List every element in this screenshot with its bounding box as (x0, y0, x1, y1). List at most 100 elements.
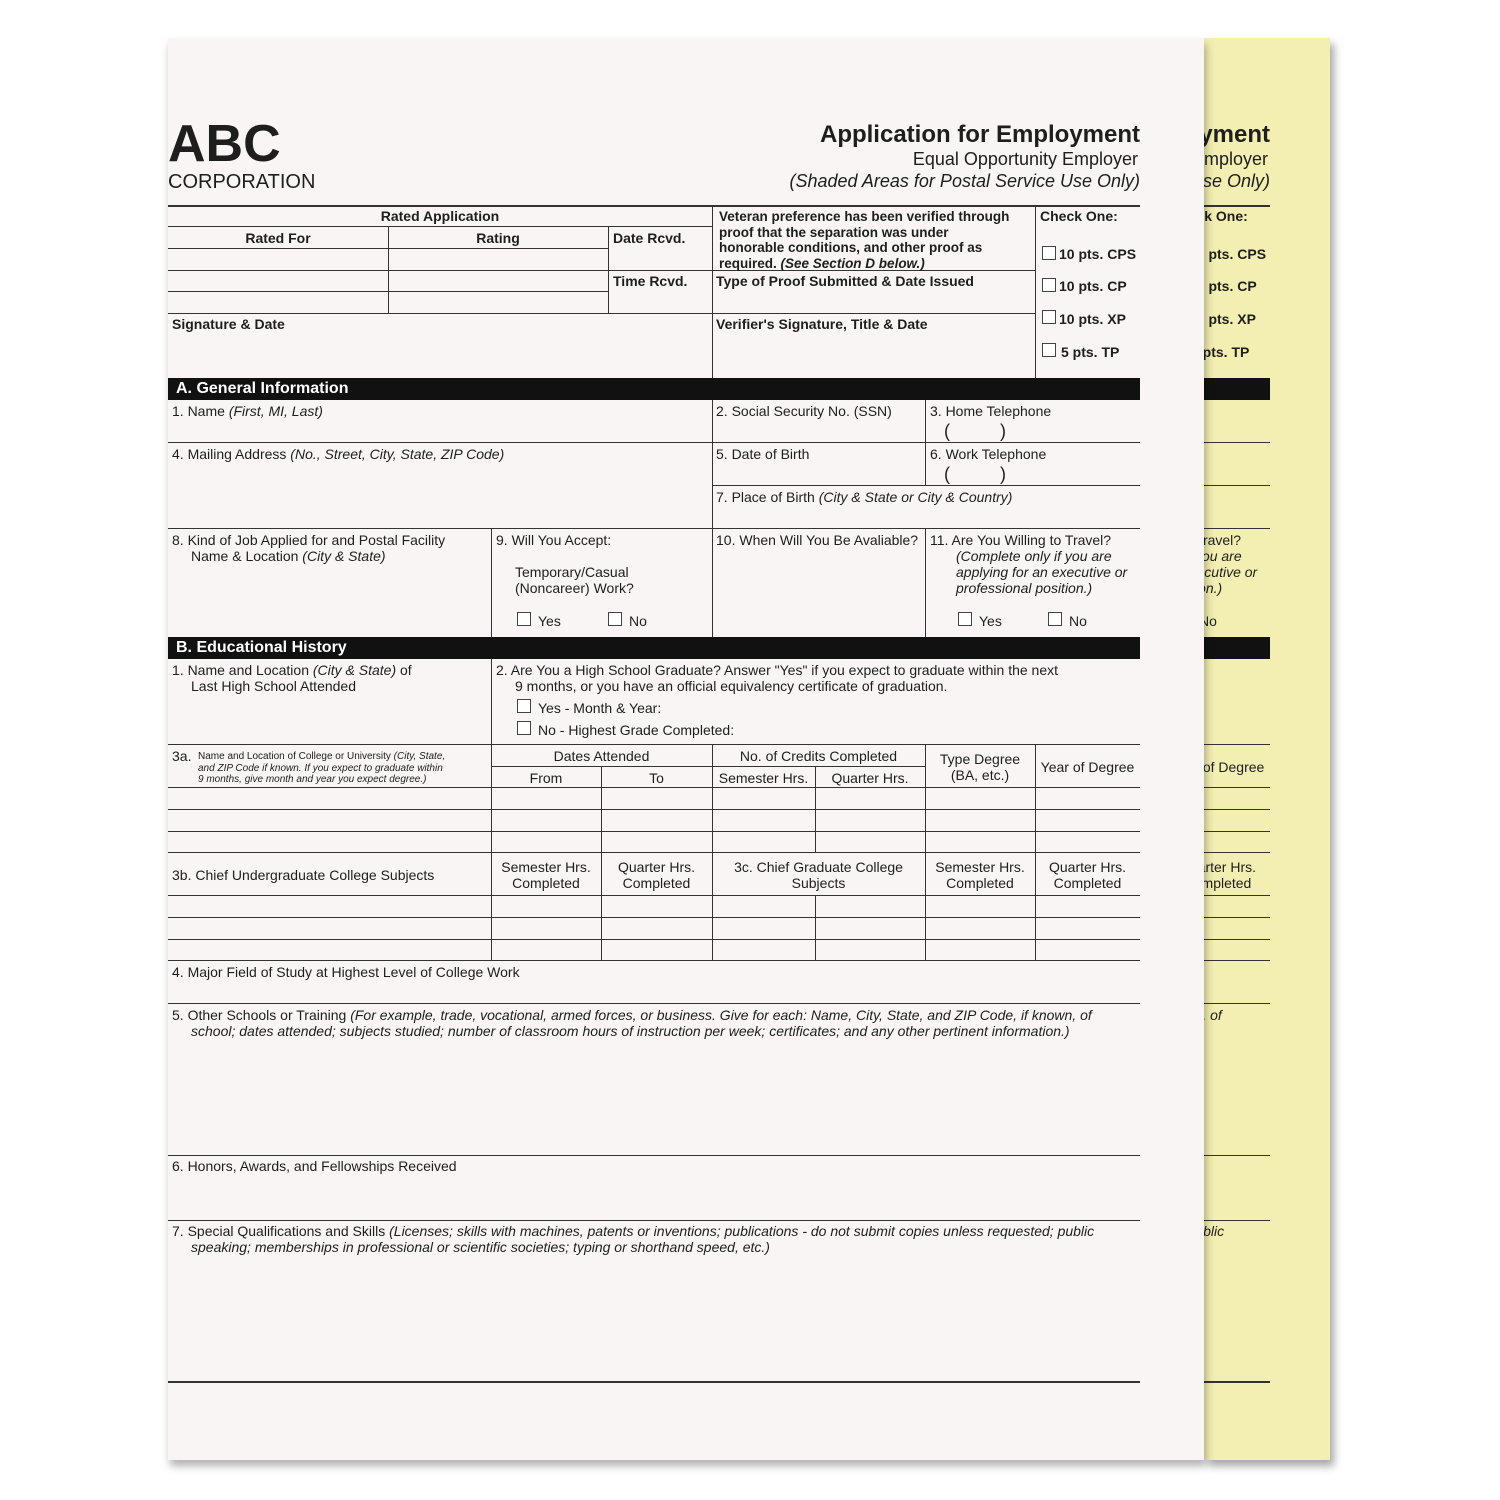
rule-line (168, 852, 1140, 853)
accept-no-checkbox[interactable] (608, 612, 622, 626)
rule-line (601, 787, 602, 960)
rule-line (1204, 1003, 1270, 1004)
rule-line (712, 744, 713, 960)
job-applied-label: 8. Kind of Job Applied for and Postal Fa… (172, 532, 446, 564)
work-telephone-label: 6. Work Telephone (930, 446, 1047, 462)
carbon-copy-form: ABC CORPORATION Application for Employme… (1204, 38, 1330, 1460)
semester-hrs-header: Semester Hrs. (718, 770, 809, 786)
no-label: No (1069, 613, 1087, 629)
honors-label: 6. Honors, Awards, and Fellowships Recei… (172, 1158, 457, 1174)
no-label: No (1204, 613, 1217, 629)
white-form-sheet: ABC CORPORATION Application for Employme… (168, 38, 1204, 1460)
proof-type-label: Type of Proof Submitted & Date Issued (716, 273, 974, 289)
rule-line (608, 226, 609, 313)
rule-line (1204, 895, 1270, 896)
hs-no-checkbox[interactable] (517, 721, 531, 735)
name-label: 1. Name (First, MI, Last) (172, 403, 323, 419)
type-degree-header: Type Degree (BA, etc.) (939, 751, 1021, 783)
hs-yes-label: Yes - Month & Year: (538, 700, 662, 716)
major-field-label: 4. Major Field of Study at Highest Level… (172, 964, 520, 980)
year-degree-header: Year of Degree (1040, 759, 1135, 775)
rule-line (1204, 528, 1270, 529)
section-a-header: A. General Information (1204, 378, 1270, 400)
other-schools-label: 5. Other Schools or Training (For exampl… (172, 1007, 1092, 1039)
quarter-hrs-header: Quarter Hrs. (831, 770, 909, 786)
rule-line (168, 313, 1035, 314)
rule-line (1204, 831, 1270, 832)
area-code-parens: ( ) (944, 464, 1006, 484)
section-b-title: B. Educational History (176, 639, 347, 656)
rating-label: Rating (476, 230, 520, 246)
rule-line (168, 960, 1140, 961)
rule-line (712, 400, 713, 637)
credits-header: No. of Credits Completed (739, 748, 898, 764)
travel-label: 11. Are You Willing to Travel? (1204, 532, 1242, 548)
rule-line (168, 787, 1140, 788)
checkbox-10-cp[interactable] (1042, 278, 1056, 292)
form-subtitle: Equal Opportunity Employer (1204, 149, 1268, 169)
home-telephone-label: 3. Home Telephone (930, 403, 1052, 419)
travel-no-checkbox[interactable] (1048, 612, 1062, 626)
section-b-header: B. Educational History (168, 637, 1140, 659)
special-qualifications-label: 7. Special Qualifications and Skills (Li… (172, 1223, 1095, 1255)
rule-line (168, 1381, 1140, 1383)
rule-line (168, 226, 712, 227)
rule-line (925, 744, 926, 960)
option-label: 10 pts. CPS (1204, 246, 1267, 262)
rule-line (168, 1220, 1140, 1221)
rule-line (168, 1003, 1140, 1004)
rule-line (168, 744, 1140, 745)
form-note: (Shaded Areas for Postal Service Use Onl… (789, 171, 1140, 191)
rated-for-label: Rated For (245, 230, 311, 246)
rule-line (1204, 1155, 1270, 1156)
rule-line (168, 442, 1140, 443)
section-a-header: A. General Information (168, 378, 1140, 400)
travel-yes-checkbox[interactable] (958, 612, 972, 626)
rule-line (168, 205, 1140, 207)
to-header: To (649, 770, 664, 786)
rule-line (1204, 1220, 1270, 1221)
option-label: 10 pts. CP (1204, 278, 1257, 294)
section-b-header: B. Educational History (1204, 637, 1270, 659)
ssn-label: 2. Social Security No. (SSN) (716, 403, 892, 419)
rule-line (712, 485, 1140, 486)
availability-label: 10. When Will You Be Avaliable? (716, 532, 919, 548)
semester-completed-header: Semester Hrs. Completed (501, 859, 591, 891)
option-label: 10 pts. CPS (1059, 246, 1137, 262)
rule-line (712, 205, 713, 378)
rule-line (168, 917, 1140, 918)
option-label: 10 pts. XP (1059, 311, 1126, 327)
option-label: 10 pts. XP (1204, 311, 1256, 327)
rated-application-label: Rated Application (380, 208, 500, 224)
college-3a-text: Name and Location of College or Universi… (198, 751, 446, 785)
rule-line (388, 226, 389, 313)
quarter-completed-header: Quarter Hrs.Completed (1048, 859, 1126, 891)
accept-yes-checkbox[interactable] (517, 612, 531, 626)
checkbox-5-tp[interactable] (1042, 343, 1056, 357)
rule-line (168, 939, 1140, 940)
company-logo-sub: CORPORATION (168, 171, 316, 193)
rule-line (168, 809, 1140, 810)
travel-label: 11. Are You Willing to Travel? (930, 532, 1112, 548)
form-note: (Shaded Areas for Postal Service Use Onl… (1204, 171, 1270, 191)
rule-line (168, 270, 1035, 271)
verifier-label: Verifier's Signature, Title & Date (716, 316, 928, 332)
rule-line (1204, 917, 1270, 918)
semester-completed-header: Semester Hrs. Completed (935, 859, 1025, 891)
time-rcvd-label: Time Rcvd. (613, 273, 688, 289)
rule-line (925, 528, 926, 637)
checkbox-10-xp[interactable] (1042, 310, 1056, 324)
application-form: ABC CORPORATION Application for Employme… (168, 38, 1204, 1460)
signature-date-label: Signature & Date (172, 316, 285, 332)
quarter-completed-header: Quarter Hrs.Completed (1204, 859, 1256, 891)
special-qualifications-label: 7. Special Qualifications and Skills (Li… (1204, 1223, 1225, 1239)
hs-yes-checkbox[interactable] (517, 699, 531, 713)
rule-line (1204, 809, 1270, 810)
dates-attended-header: Dates Attended (553, 748, 650, 764)
yes-label: Yes (979, 613, 1002, 629)
temporary-casual-label: Temporary/Casual (Noncareer) Work? (515, 564, 634, 596)
rule-line (491, 766, 925, 767)
option-label: 10 pts. CP (1059, 278, 1127, 294)
checkbox-10-cps[interactable] (1042, 246, 1056, 260)
option-label: 5 pts. TP (1061, 344, 1120, 360)
